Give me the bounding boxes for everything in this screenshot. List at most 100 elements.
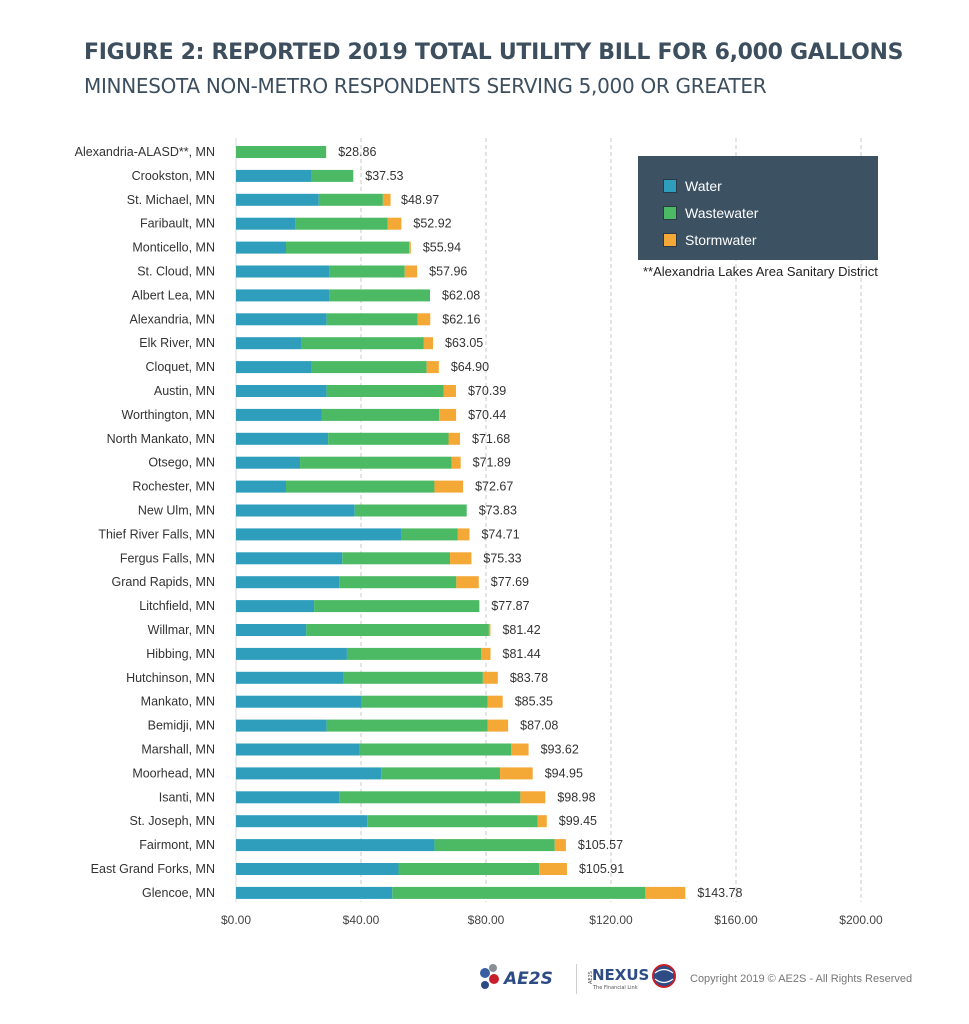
wastewater-segment <box>329 289 430 302</box>
labels: $0.00 $40.00 $80.00 $120.00 $160.00 $200.00 Al… <box>75 145 883 927</box>
total-label: $62.16 <box>442 312 480 326</box>
wastewater-segment <box>343 671 483 684</box>
total-label: $71.68 <box>472 432 510 446</box>
water-segment <box>236 408 322 421</box>
water-segment <box>236 886 393 899</box>
total-label: $98.98 <box>557 790 595 804</box>
wastewater-segment <box>342 552 451 565</box>
total-label: $83.78 <box>510 671 548 685</box>
total-label: $37.53 <box>365 169 403 183</box>
stormwater-segment <box>443 385 456 397</box>
wastewater-segment <box>286 480 435 493</box>
category-label: Albert Lea, MN <box>132 288 215 302</box>
category-label: East Grand Forks, MN <box>91 862 215 876</box>
water-segment <box>236 289 330 302</box>
water-segment <box>236 504 355 517</box>
wastewater-segment <box>346 647 482 660</box>
water-segment <box>236 671 344 684</box>
total-label: $74.71 <box>481 527 519 541</box>
total-label: $93.62 <box>541 743 579 757</box>
category-label: St. Joseph, MN <box>130 814 215 828</box>
stormwater-segment <box>487 695 503 708</box>
nexus-logo: AE2S NEXUS The Financial Link <box>588 964 676 991</box>
wastewater-segment <box>398 863 540 875</box>
ae2s-logo: AE2S <box>480 964 553 989</box>
water-segment <box>236 265 330 278</box>
category-label: Rochester, MN <box>132 480 215 494</box>
copyright-text: Copyright 2019 © AE2S - All Rights Reser… <box>690 973 913 985</box>
wastewater-segment <box>311 169 354 182</box>
stormwater-segment <box>409 241 411 254</box>
stormwater-segment <box>487 719 509 732</box>
stormwater-segment <box>439 408 457 421</box>
stormwater-segment <box>537 815 547 828</box>
water-segment <box>236 241 286 254</box>
total-label: $77.87 <box>491 599 529 613</box>
wastewater-segment <box>392 886 646 899</box>
total-label: $105.91 <box>579 862 624 876</box>
water-segment <box>236 313 327 326</box>
stormwater-segment <box>481 647 491 660</box>
stormwater-segment <box>520 791 546 804</box>
total-label: $81.42 <box>502 623 540 637</box>
total-label: $73.83 <box>479 504 517 518</box>
water-segment <box>236 361 311 374</box>
stormwater-segment <box>500 767 533 780</box>
stormwater-swatch <box>663 232 677 247</box>
category-label: Cloquet, MN <box>146 360 215 374</box>
wastewater-segment <box>401 528 458 541</box>
svg-text:NEXUS: NEXUS <box>592 966 649 984</box>
category-label: Alexandria, MN <box>130 312 215 326</box>
stormwater-segment <box>457 528 470 541</box>
category-label: Thief River Falls, MN <box>98 527 215 541</box>
water-segment <box>236 432 329 445</box>
wastewater-swatch <box>663 205 677 220</box>
total-label: $70.44 <box>468 408 506 422</box>
svg-text:AE2S: AE2S <box>502 969 553 989</box>
category-label: Crookston, MN <box>132 169 215 183</box>
total-label: $77.69 <box>491 575 529 589</box>
total-label: $85.35 <box>515 695 553 709</box>
stormwater-segment <box>554 839 566 852</box>
category-label: Marshall, MN <box>141 743 215 757</box>
wastewater-segment <box>326 385 444 397</box>
chart-title: FIGURE 2: REPORTED 2019 TOTAL UTILITY BI… <box>84 40 904 65</box>
legend: Water Wastewater Stormwater <box>638 156 878 260</box>
total-label: $70.39 <box>468 384 506 398</box>
water-segment <box>236 647 347 660</box>
wastewater-segment <box>328 432 449 445</box>
category-label: Faribault, MN <box>140 217 215 231</box>
water-segment <box>236 480 286 493</box>
x-tick-label: $200.00 <box>839 913 883 927</box>
total-label: $72.67 <box>475 480 513 494</box>
wastewater-segment <box>311 361 427 374</box>
water-segment <box>236 743 360 756</box>
category-label: New Ulm, MN <box>138 504 215 518</box>
water-segment <box>236 576 340 589</box>
wastewater-segment <box>326 313 418 326</box>
category-label: Glencoe, MN <box>142 886 215 900</box>
total-label: $48.97 <box>401 193 439 207</box>
chart-subtitle: MINNESOTA NON-METRO RESPONDENTS SERVING … <box>84 74 767 98</box>
category-label: Alexandria-ALASD**, MN <box>75 145 215 159</box>
x-tick-label: $160.00 <box>714 913 758 927</box>
x-tick-label: $0.00 <box>221 913 251 927</box>
total-label: $105.57 <box>578 838 623 852</box>
legend-label-stormwater: Stormwater <box>685 231 757 248</box>
wastewater-segment <box>339 576 457 589</box>
category-label: Isanti, MN <box>159 790 215 804</box>
water-segment <box>236 695 361 708</box>
total-label: $75.33 <box>483 551 521 565</box>
category-label: Bemidji, MN <box>148 719 215 733</box>
water-segment <box>236 624 307 636</box>
total-label: $63.05 <box>445 336 483 350</box>
water-segment <box>236 337 302 350</box>
total-label: $94.95 <box>545 766 583 780</box>
total-label: $99.45 <box>559 814 597 828</box>
stormwater-segment <box>488 624 491 636</box>
stormwater-segment <box>450 552 472 565</box>
water-segment <box>236 815 368 828</box>
stormwater-segment <box>426 361 439 374</box>
water-segment <box>236 719 327 732</box>
wastewater-segment <box>361 695 488 708</box>
